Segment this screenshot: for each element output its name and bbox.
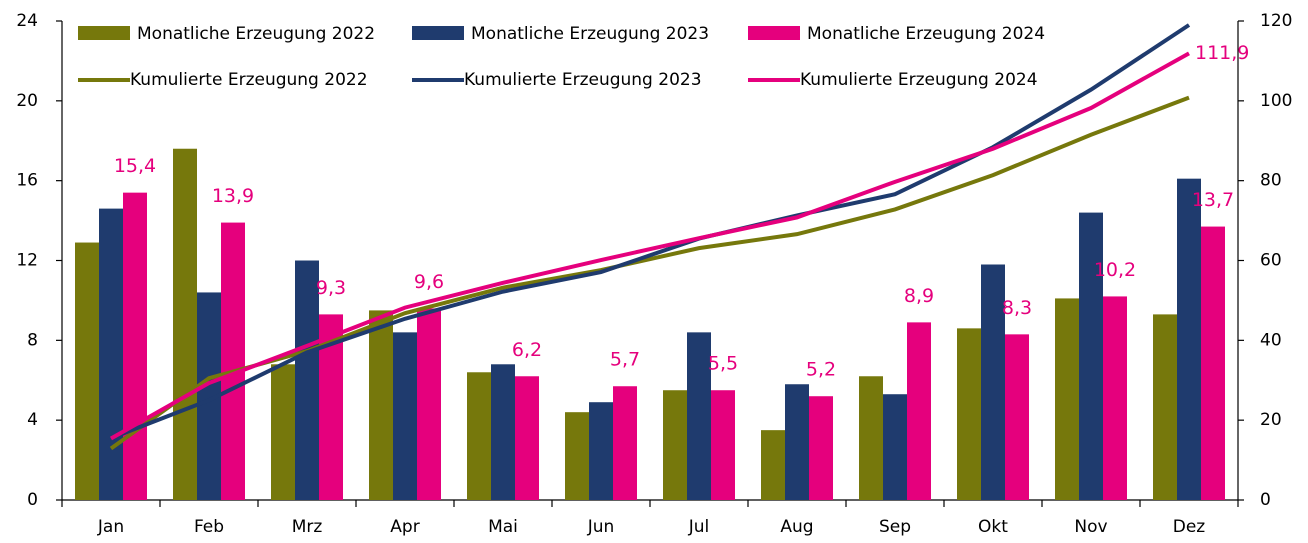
legend-swatch xyxy=(412,26,464,40)
legend-label: Monatliche Erzeugung 2024 xyxy=(807,24,1045,44)
bar xyxy=(515,376,539,500)
data-label: 9,6 xyxy=(414,271,444,293)
bar xyxy=(761,430,785,500)
y-tick-label: 4 xyxy=(27,410,38,430)
y2-tick-label: 60 xyxy=(1260,251,1282,271)
bar xyxy=(883,394,907,500)
bar xyxy=(75,242,99,500)
y-tick-label: 16 xyxy=(16,171,38,191)
bar xyxy=(1055,298,1079,500)
data-label: 5,7 xyxy=(610,349,640,371)
bar xyxy=(687,332,711,500)
y2-tick-label: 20 xyxy=(1260,410,1282,430)
x-tick-label: Apr xyxy=(390,517,419,537)
y-tick-label: 8 xyxy=(27,330,38,350)
data-label: 8,9 xyxy=(904,285,934,307)
bar xyxy=(711,390,735,500)
x-tick-label: Jan xyxy=(97,517,124,537)
data-label: 15,4 xyxy=(114,155,156,177)
bar xyxy=(663,390,687,500)
bar xyxy=(295,260,319,500)
cumulative-line xyxy=(110,23,1191,440)
x-tick-label: Mai xyxy=(488,517,518,537)
data-label: 13,7 xyxy=(1192,189,1234,211)
bar xyxy=(221,222,245,500)
bar xyxy=(99,208,123,500)
legend-swatch xyxy=(78,26,130,40)
y-tick-label: 12 xyxy=(16,251,38,271)
legend-label: Kumulierte Erzeugung 2022 xyxy=(130,70,368,90)
bar xyxy=(589,402,613,500)
x-tick-label: Dez xyxy=(1173,517,1206,537)
bar xyxy=(369,310,393,500)
y2-tick-label: 80 xyxy=(1260,171,1282,191)
data-label: 9,3 xyxy=(316,277,346,299)
x-tick-label: Jul xyxy=(688,517,710,537)
data-label: 13,9 xyxy=(212,185,254,207)
data-label: 6,2 xyxy=(512,339,542,361)
legend-label: Kumulierte Erzeugung 2023 xyxy=(464,70,702,90)
bar xyxy=(1079,212,1103,500)
x-tick-label: Feb xyxy=(194,517,224,537)
data-label: 8,3 xyxy=(1002,297,1032,319)
bar xyxy=(981,264,1005,500)
bar xyxy=(809,396,833,500)
bar xyxy=(1153,314,1177,500)
x-tick-label: Aug xyxy=(780,517,813,537)
bar xyxy=(1177,178,1201,500)
x-tick-label: Nov xyxy=(1074,517,1107,537)
bar xyxy=(417,308,441,500)
bar xyxy=(1103,296,1127,500)
y-tick-label: 0 xyxy=(27,490,38,510)
bar xyxy=(271,364,295,500)
bar xyxy=(1005,334,1029,500)
x-tick-label: Jun xyxy=(587,517,615,537)
y2-tick-label: 120 xyxy=(1260,11,1292,31)
legend-swatch xyxy=(748,26,800,40)
bar xyxy=(957,328,981,500)
data-label: 10,2 xyxy=(1094,259,1136,281)
bar xyxy=(491,364,515,500)
bar xyxy=(393,332,417,500)
legend-label: Monatliche Erzeugung 2023 xyxy=(471,24,709,44)
bar xyxy=(123,192,147,500)
bar xyxy=(613,386,637,500)
x-tick-label: Okt xyxy=(978,517,1008,537)
y2-tick-label: 40 xyxy=(1260,330,1282,350)
data-label: 5,2 xyxy=(806,359,836,381)
y-tick-label: 24 xyxy=(16,11,38,31)
y2-tick-label: 100 xyxy=(1260,91,1292,111)
x-tick-label: Sep xyxy=(879,517,911,537)
bar xyxy=(565,412,589,500)
bar xyxy=(785,384,809,500)
cumulative-line xyxy=(110,51,1190,441)
y-tick-label: 20 xyxy=(16,91,38,111)
bar xyxy=(859,376,883,500)
cumulative-line xyxy=(109,95,1190,451)
data-label: 5,5 xyxy=(708,353,738,375)
legend-label: Monatliche Erzeugung 2022 xyxy=(137,24,375,44)
bar xyxy=(1201,226,1225,500)
bar xyxy=(907,322,931,500)
x-tick-label: Mrz xyxy=(292,517,323,537)
bar xyxy=(467,372,491,500)
y2-tick-label: 0 xyxy=(1260,490,1271,510)
data-label: 111,9 xyxy=(1195,42,1249,64)
legend-label: Kumulierte Erzeugung 2024 xyxy=(800,70,1038,90)
bar xyxy=(173,148,197,500)
